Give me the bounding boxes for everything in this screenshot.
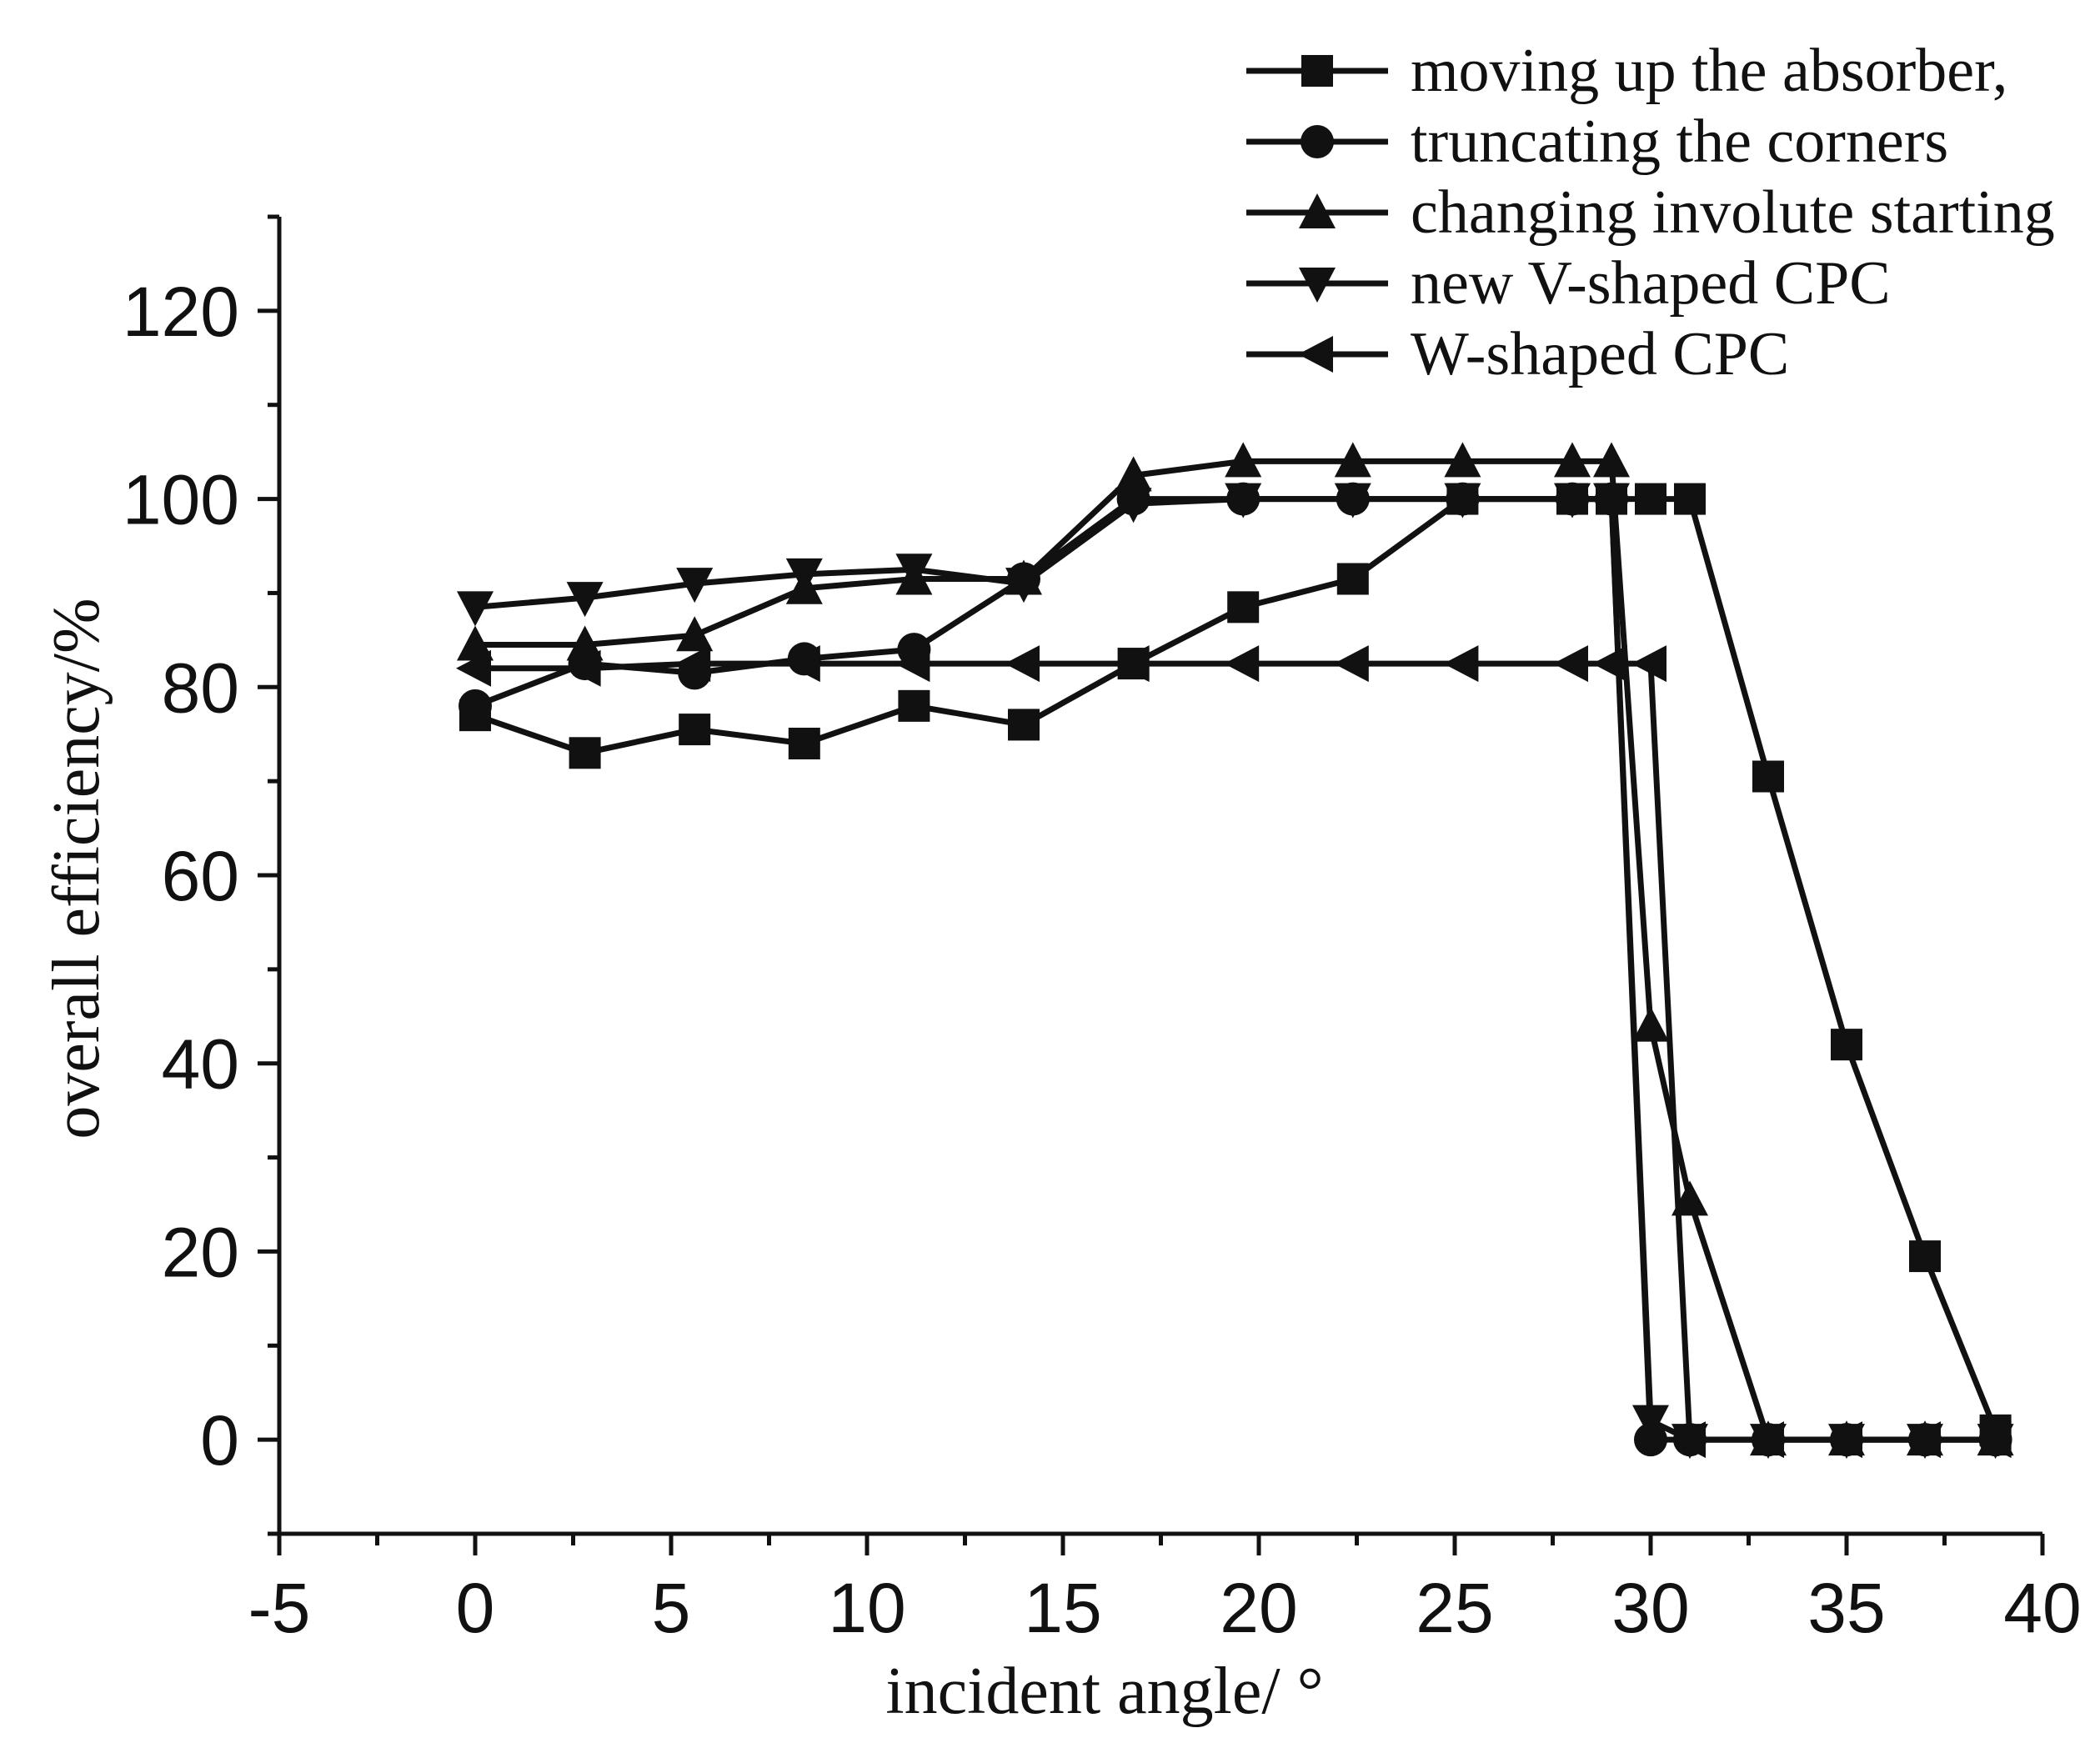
legend-label: W-shaped CPC <box>1411 320 1789 388</box>
data-point <box>675 645 711 683</box>
data-point <box>1336 563 1369 595</box>
y-tick-label: 120 <box>123 273 239 351</box>
data-point <box>1553 645 1588 683</box>
legend-item: truncating the corners <box>1246 108 1948 176</box>
data-point <box>1827 1421 1862 1459</box>
legend-marker <box>1301 125 1334 158</box>
data-point <box>1554 483 1591 518</box>
data-point <box>566 582 604 618</box>
legend-label: new V-shaped CPC <box>1411 249 1891 318</box>
legend-label: changing involute starting <box>1411 178 2055 247</box>
y-tick-label: 60 <box>162 837 239 915</box>
y-axis-title: overall efficiency/% <box>40 598 113 1139</box>
x-tick-label: 0 <box>456 1569 495 1647</box>
x-tick-label: 5 <box>652 1569 691 1647</box>
data-point <box>1592 645 1627 683</box>
data-point <box>898 689 930 722</box>
data-point <box>1631 645 1666 683</box>
data-point <box>679 714 711 746</box>
data-point <box>1444 483 1481 518</box>
data-point <box>1115 488 1152 523</box>
data-point <box>788 728 820 759</box>
data-point <box>1632 1006 1669 1042</box>
data-point <box>1225 483 1262 518</box>
x-tick-label: 20 <box>1220 1569 1297 1647</box>
x-tick-label: 35 <box>1807 1569 1885 1647</box>
data-point <box>566 625 604 661</box>
series-line <box>474 496 1998 1432</box>
data-point <box>1976 1421 2012 1459</box>
x-tick-label: 25 <box>1416 1569 1493 1647</box>
axes: -5 0 5 10 15 20 25 30 35 40 0 20 40 60 80 100 120 <box>123 214 2082 1647</box>
data-point <box>1635 483 1666 515</box>
legend-item: W-shaped CPC <box>1246 320 1789 388</box>
data-point <box>1008 709 1040 741</box>
x-axis-title: incident angle/ ° <box>885 1655 1323 1728</box>
data-point <box>1831 1029 1862 1061</box>
data-point <box>1593 442 1630 478</box>
data-point <box>457 591 494 627</box>
y-tick-label: 0 <box>200 1401 239 1480</box>
legend-label: truncating the corners <box>1411 108 1948 176</box>
legend: moving up the absorber,truncating the co… <box>1246 37 2055 388</box>
data-point <box>1334 442 1371 478</box>
data-point <box>1632 1405 1669 1440</box>
data-point <box>1333 645 1369 683</box>
data-point <box>1906 1421 1941 1459</box>
data-point <box>1005 568 1042 604</box>
data-point <box>1443 645 1479 683</box>
x-tick-label: -5 <box>248 1569 311 1647</box>
data-point <box>676 568 714 604</box>
legend-item: changing involute starting <box>1246 178 2055 247</box>
data-point <box>1227 591 1260 624</box>
data-point <box>1554 442 1591 478</box>
data-point <box>1444 442 1481 478</box>
legend-marker <box>1299 268 1336 303</box>
data-point <box>459 689 492 723</box>
data-point <box>1114 645 1150 683</box>
data-point <box>1749 1421 1784 1459</box>
x-tick-label: 10 <box>828 1569 905 1647</box>
data-point <box>1334 483 1371 518</box>
x-tick-label: 40 <box>2003 1569 2081 1647</box>
legend-marker <box>1301 55 1333 87</box>
data-point <box>1593 483 1630 518</box>
y-tick-label: 20 <box>162 1213 239 1291</box>
legend-item: moving up the absorber, <box>1246 37 2007 105</box>
x-tick-label: 30 <box>1611 1569 1689 1647</box>
data-point <box>895 553 933 589</box>
legend-item: new V-shaped CPC <box>1246 249 1891 318</box>
data-point <box>1005 645 1040 683</box>
data-point <box>1674 483 1706 515</box>
y-tick-label: 100 <box>123 461 239 539</box>
data-point <box>895 645 930 683</box>
data-point <box>457 625 494 661</box>
data-point <box>1225 442 1262 478</box>
data-point <box>784 645 820 683</box>
data-point <box>565 649 601 687</box>
data-point <box>1115 456 1152 492</box>
series-5 <box>456 645 2012 1459</box>
data-point <box>1224 645 1260 683</box>
legend-marker <box>1299 193 1336 228</box>
data-point <box>1909 1240 1941 1273</box>
x-tick-label: 15 <box>1024 1569 1101 1647</box>
data-point <box>456 649 491 687</box>
legend-label: moving up the absorber, <box>1411 37 2007 105</box>
data-point <box>676 616 714 652</box>
data-point <box>1752 760 1784 793</box>
series-layer <box>456 442 2014 1460</box>
data-point <box>1671 1421 1706 1459</box>
y-tick-label: 40 <box>162 1025 239 1104</box>
data-point <box>569 737 601 769</box>
data-point <box>785 558 823 594</box>
y-tick-label: 80 <box>162 649 239 727</box>
legend-marker <box>1298 336 1333 373</box>
